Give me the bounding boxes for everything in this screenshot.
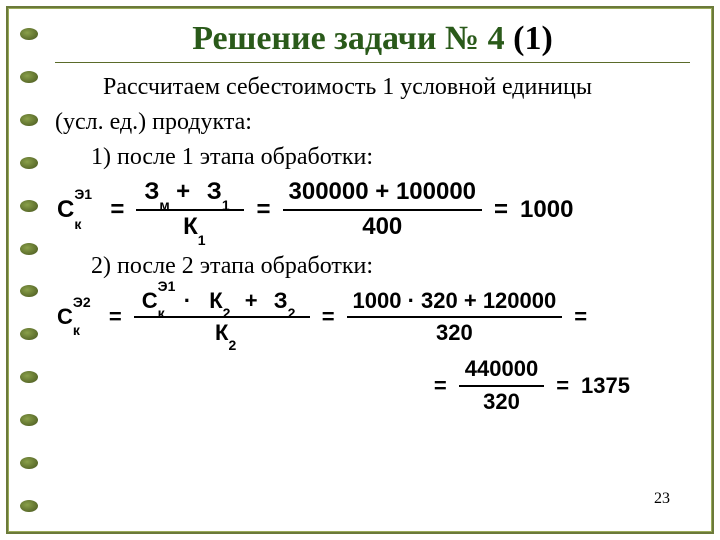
page-number: 23 [654,490,670,508]
f1-frac2: 300000 + 100000 400 [283,179,483,240]
equals-icon: = [106,196,128,224]
f2-frac2: 1000 · 320 + 120000 320 [347,289,563,345]
f1-lhs: С Э1 к [57,196,74,224]
title-rule [55,62,690,63]
title-main: Решение задачи № 4 [192,20,504,57]
equals-icon: = [318,304,339,330]
formula-stage2-line1: С Э2 к = СЭ1к · К2 + З2 К2 = 1000 · 320 … [55,289,690,345]
f2-result: 1375 [581,373,630,399]
f2-frac1: СЭ1к · К2 + З2 К2 [134,289,310,345]
f2-lhs: С Э2 к [57,304,73,330]
title-sub: (1) [513,20,553,57]
equals-icon: = [252,196,274,224]
f1-result: 1000 [520,196,573,224]
formula-stage1: С Э1 к = Зм + З1 К1 = 300000 + 100000 40… [55,179,690,240]
formula-stage2-line2: = 440000 320 = 1375 [55,357,690,413]
intro-line2: (усл. ед.) продукта: [55,108,690,137]
step1-label: 1) после 1 этапа обработки: [55,143,690,172]
equals-icon: = [490,196,512,224]
step2-label: 2) после 2 этапа обработки: [55,252,690,281]
slide-content: Решение задачи № 4 (1) Рассчитаем себест… [55,20,690,520]
equals-icon: = [552,373,573,399]
equals-icon: = [570,304,591,330]
slide-title: Решение задачи № 4 (1) [55,20,690,58]
side-bullets [20,20,42,520]
intro-line1: Рассчитаем себестоимость 1 условной един… [55,73,690,102]
f1-frac1: Зм + З1 К1 [136,179,244,240]
equals-icon: = [105,304,126,330]
f2-frac3: 440000 320 [459,357,544,413]
equals-icon: = [430,373,451,399]
